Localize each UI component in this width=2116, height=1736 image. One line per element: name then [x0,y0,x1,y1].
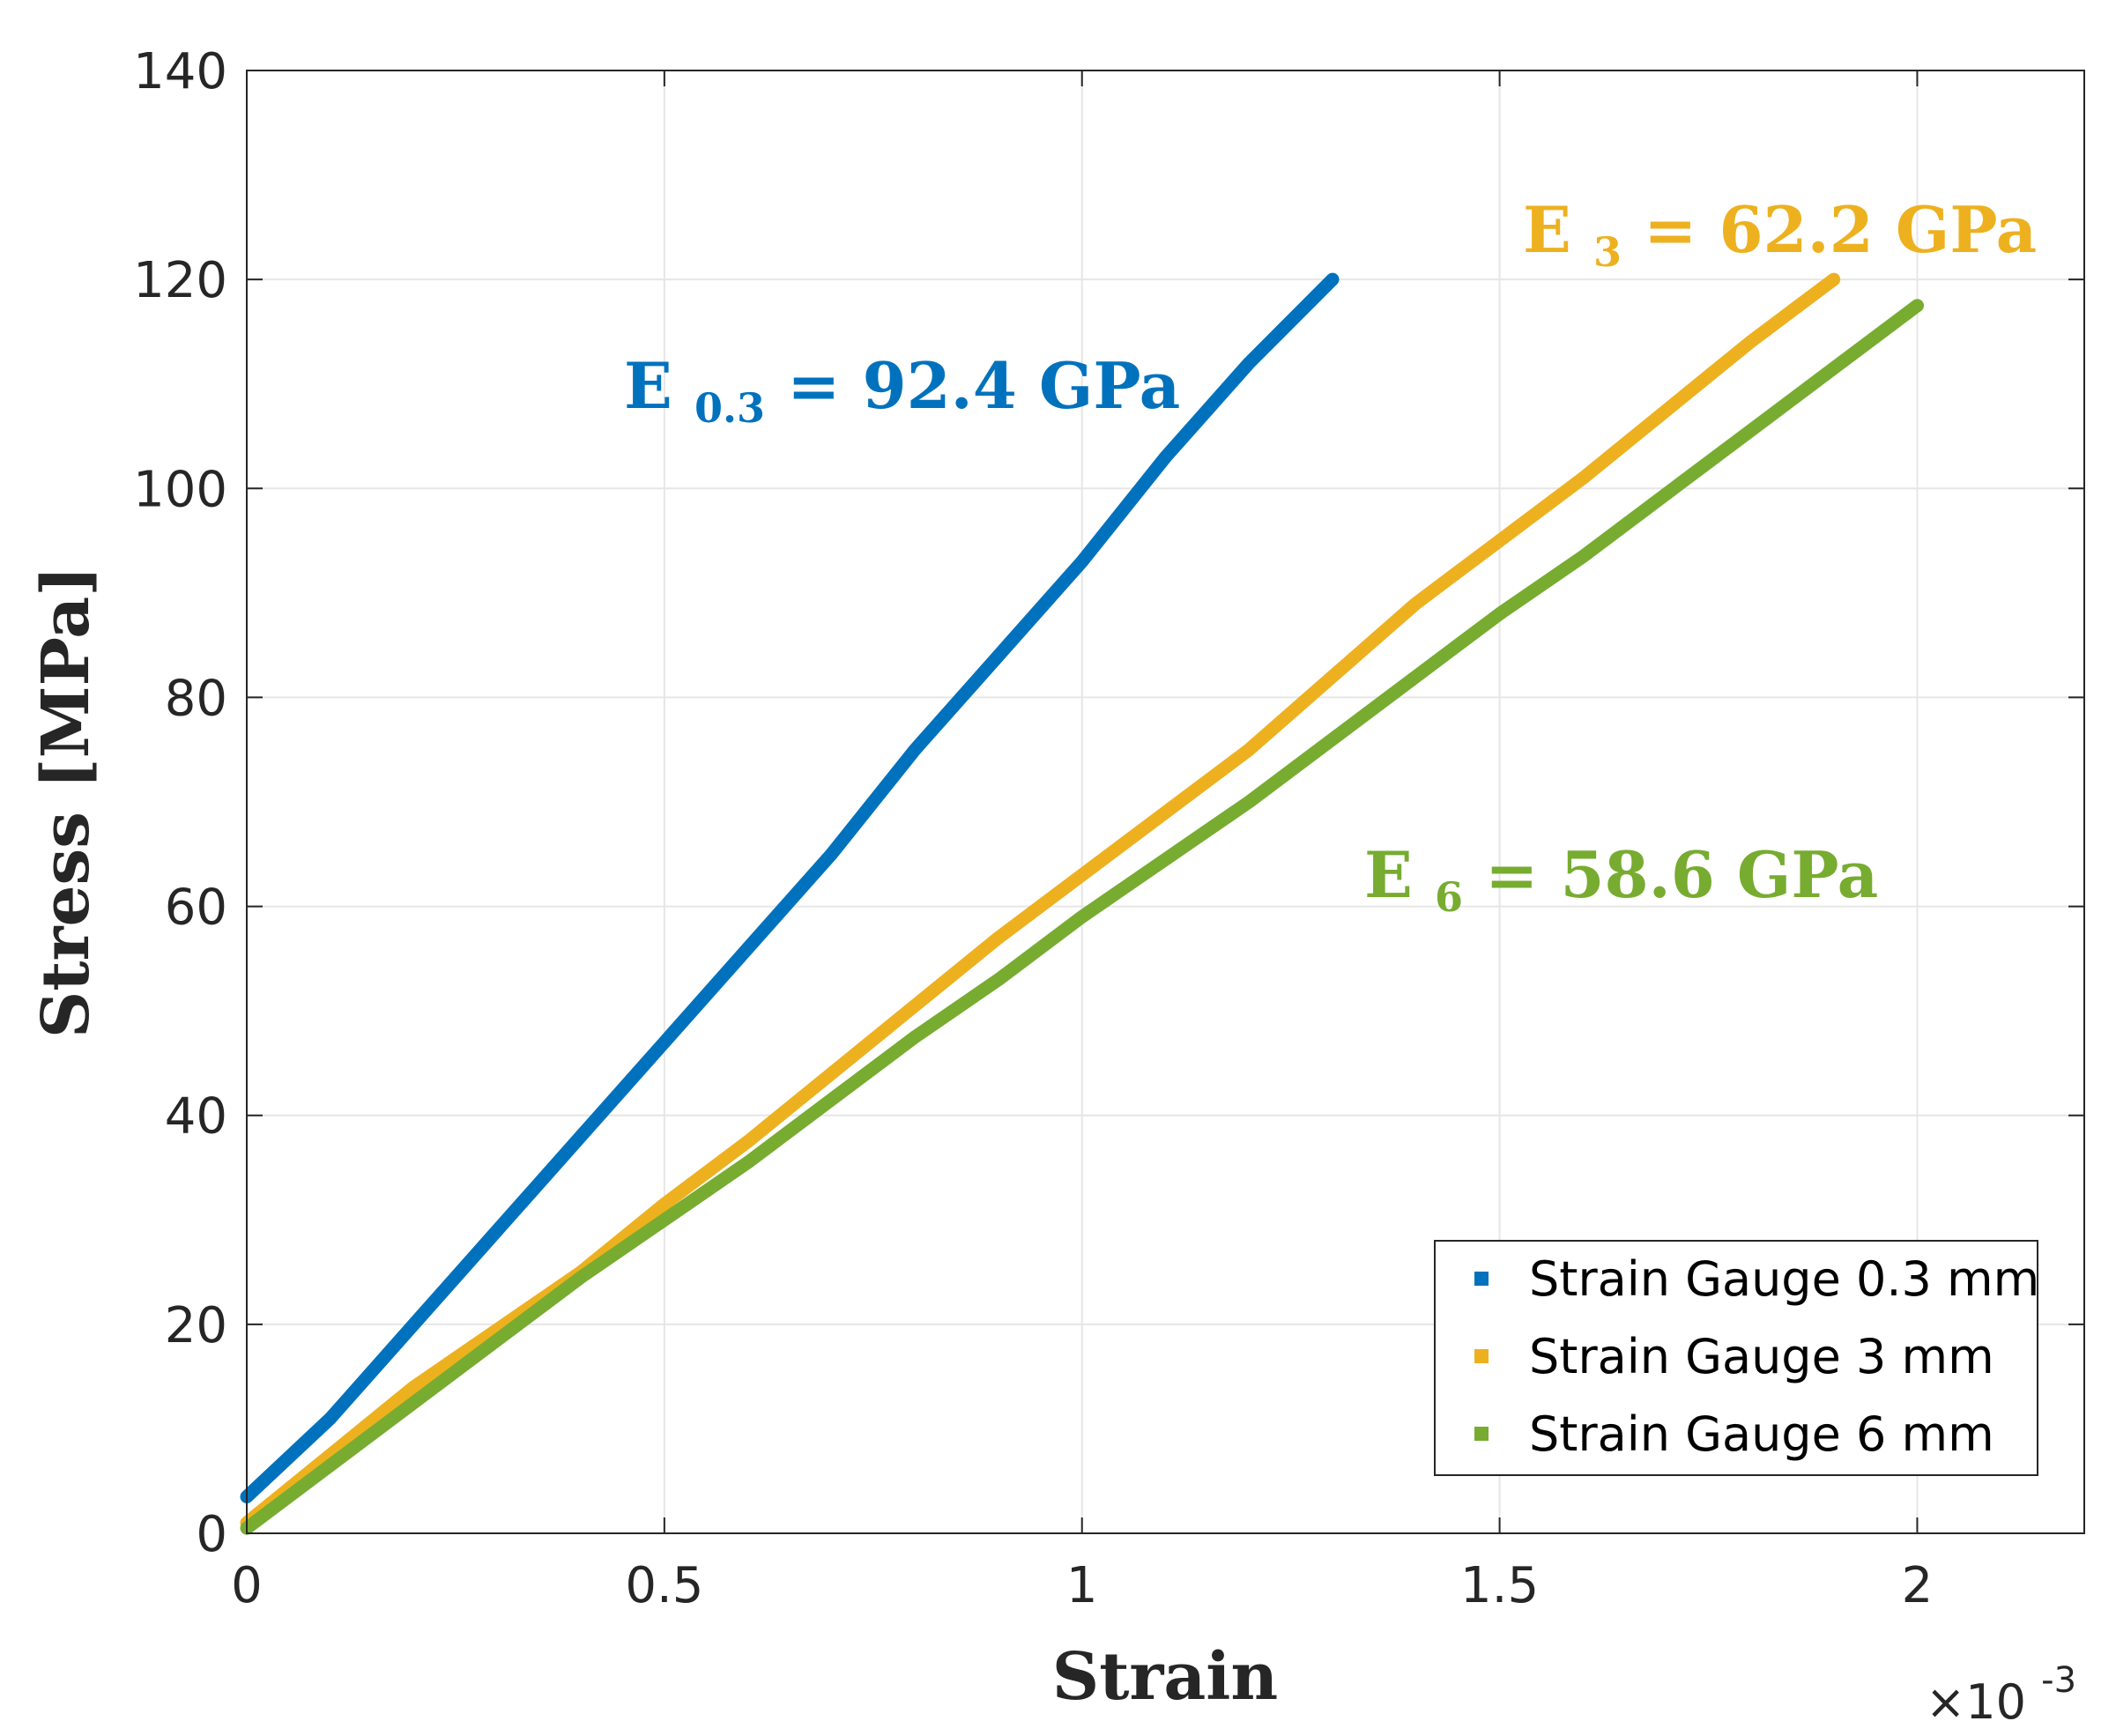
legend-entry-0: Strain Gauge 0.3 mm [1474,1251,2039,1307]
annotation-e-0-3-text: E 0.3 = 92.4 GPa [624,348,1180,437]
annotation-e-6-value: = 58.6 GPa [1485,837,1878,912]
x-tick-label-2: 1 [1066,1557,1098,1614]
legend-entry-1: Strain Gauge 3 mm [1474,1329,1994,1384]
legend-box [1434,1240,2038,1476]
x-tick-label-3: 1.5 [1460,1557,1539,1614]
x-axis-exponent: ×10 -3 [1926,1660,2076,1730]
series-line-0 [240,272,1340,1503]
y-tick-label-3: 60 [165,879,227,937]
legend-entry-2: Strain Gauge 6 mm [1474,1406,1994,1462]
series-line-1 [240,272,1841,1530]
annotation-e-0-3-value: = 92.4 GPa [787,348,1180,423]
gridlines [246,70,2084,1534]
legend-marker-1 [1474,1349,1489,1363]
y-tick-label-7: 140 [133,43,227,100]
y-tick-label-1: 20 [165,1297,227,1354]
annotation-e-6-base: E [1364,837,1413,912]
annotation-e-3-text: E 3 = 62.2 GPa [1523,192,2037,281]
x-tick-label-1: 0.5 [625,1557,703,1614]
annotation-e-6-subscript: 6 [1435,873,1463,921]
legend-marker-2 [1474,1427,1489,1441]
y-tick-label-0: 0 [196,1506,227,1563]
annotation-e-3-value: = 62.2 GPa [1644,192,2037,267]
legend-label-1: Strain Gauge 3 mm [1529,1329,1994,1384]
annotation-e-0-3-subscript: 0.3 [694,384,765,432]
data-series [240,272,1924,1535]
legend-label-2: Strain Gauge 6 mm [1529,1406,1994,1462]
y-tick-label-2: 40 [165,1088,227,1146]
y-tick-label-6: 120 [133,252,227,309]
x-tick-label-4: 2 [1902,1557,1934,1614]
y-tick-label-5: 100 [133,461,227,518]
annotation-e-3-base: E [1523,192,1571,267]
x-axis-title: Strain [1052,1639,1278,1715]
x-tick-label-0: 0 [231,1557,263,1614]
annotation-e-6-text: E 6 = 58.6 GPa [1364,837,1878,926]
plot-area-frame [246,70,2085,1534]
annotation-e-6: E 6 = 58.6 GPa [1364,837,1878,926]
legend-label-0: Strain Gauge 0.3 mm [1529,1251,2039,1307]
legend: Strain Gauge 0.3 mm Strain Gauge 3 mm St… [1434,1240,2039,1476]
x-axis-exponent-power: -3 [2041,1660,2076,1701]
y-tick-label-4: 80 [165,670,227,727]
annotation-e-0-3: E 0.3 = 92.4 GPa [624,348,1180,437]
series-line-2 [240,299,1924,1535]
y-axis-title: Stress [MPa] [28,566,104,1038]
legend-marker-0 [1474,1272,1489,1286]
annotation-e-3-subscript: 3 [1593,228,1622,276]
x-axis-exponent-prefix: ×10 [1926,1674,2026,1730]
annotation-e-3: E 3 = 62.2 GPa [1523,192,2037,281]
annotation-e-0-3-base: E [624,348,672,423]
